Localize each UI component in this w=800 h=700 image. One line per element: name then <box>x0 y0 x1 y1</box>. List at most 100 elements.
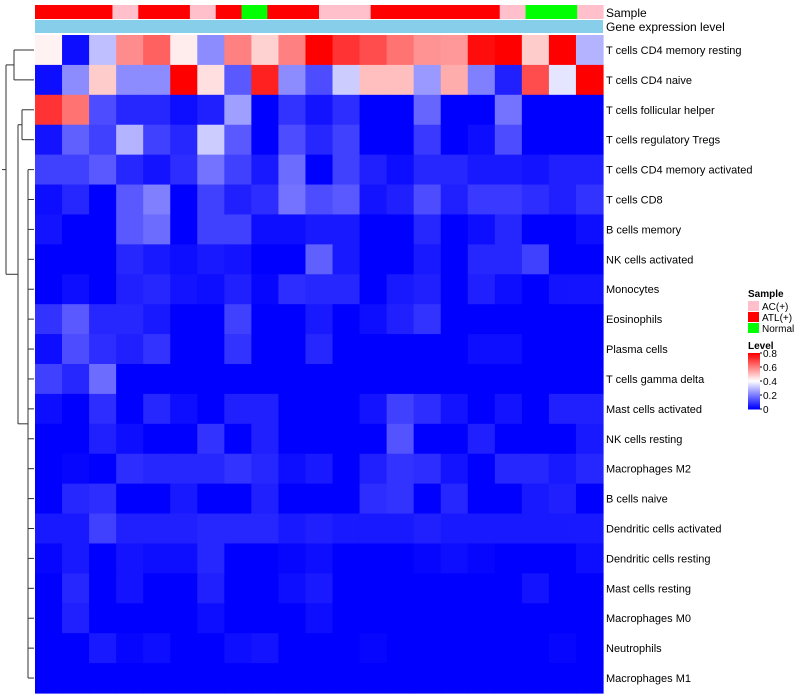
heatmap-cell <box>116 453 144 485</box>
heatmap-cell <box>521 393 550 425</box>
heatmap-cell <box>440 64 469 96</box>
heatmap-cell <box>467 304 496 335</box>
heatmap-cell <box>467 513 496 545</box>
heatmap-cell <box>521 573 550 604</box>
heatmap-cell <box>440 184 469 216</box>
heatmap-cell <box>359 543 388 574</box>
sample-legend-swatch <box>748 312 759 322</box>
heatmap-cell <box>62 35 90 66</box>
sample-legend-label: Normal <box>762 324 794 335</box>
heatmap-cell <box>278 154 307 186</box>
heatmap-cell <box>332 603 361 634</box>
level-legend-step <box>748 380 760 382</box>
heatmap-cell <box>278 334 307 365</box>
heatmap-cell <box>521 334 550 365</box>
row-label: Dendritic cells resting <box>606 553 711 565</box>
heatmap-cell <box>575 393 604 425</box>
heatmap-cell <box>521 64 550 96</box>
level-legend-step <box>748 375 760 377</box>
level-legend-step <box>748 403 760 405</box>
heatmap-cell <box>143 573 171 604</box>
heatmap-cell <box>332 304 361 335</box>
heatmap-cell <box>224 603 252 634</box>
heatmap-cell <box>413 423 442 455</box>
heatmap-cell <box>35 94 63 126</box>
heatmap-cell <box>575 633 604 664</box>
heatmap-cell <box>143 64 171 96</box>
heatmap-cell <box>359 94 388 126</box>
heatmap-cell <box>386 334 415 365</box>
level-legend-step <box>748 402 760 404</box>
heatmap-cell <box>305 513 334 545</box>
heatmap-cell <box>413 573 442 604</box>
heatmap-cell <box>278 663 307 694</box>
heatmap-cell <box>305 603 334 634</box>
heatmap-cell <box>197 35 225 66</box>
heatmap-cell <box>251 244 280 275</box>
level-legend-tick-label: 0.8 <box>763 349 777 360</box>
heatmap-cell <box>197 543 225 574</box>
heatmap-cell <box>440 633 469 664</box>
level-legend-step <box>748 360 760 362</box>
heatmap-cell <box>575 124 604 156</box>
heatmap-cell <box>521 94 550 126</box>
heatmap-cell <box>35 423 63 455</box>
heatmap-cell <box>197 64 225 96</box>
heatmap-cell <box>440 124 469 156</box>
heatmap-cell <box>386 603 415 634</box>
heatmap-cell <box>467 154 496 186</box>
heatmap-cell <box>386 244 415 275</box>
heatmap-cell <box>413 244 442 275</box>
heatmap-cell <box>251 603 280 634</box>
heatmap-cell <box>521 244 550 275</box>
heatmap-cell <box>494 633 523 664</box>
heatmap-cell <box>332 573 361 604</box>
heatmap-cell <box>89 573 117 604</box>
sample-cell <box>499 5 527 19</box>
heatmap-cell <box>332 513 361 545</box>
heatmap-cell <box>197 364 225 395</box>
heatmap-cell <box>332 483 361 515</box>
heatmap-cell <box>35 244 63 275</box>
heatmap-cell <box>521 663 550 694</box>
heatmap-cell <box>521 35 550 66</box>
row-label: NK cells resting <box>606 434 682 446</box>
sample-annotation-track <box>35 5 604 19</box>
heatmap-cell <box>143 334 171 365</box>
level-legend-step <box>748 373 760 375</box>
heatmap-cell <box>224 154 252 186</box>
heatmap-cell <box>548 603 577 634</box>
heatmap-cell <box>386 573 415 604</box>
heatmap-cell <box>332 633 361 664</box>
sample-legend-label: AC(+) <box>762 302 788 313</box>
heatmap-cell <box>467 423 496 455</box>
heatmap-cell <box>35 573 63 604</box>
heatmap-cell <box>224 663 252 694</box>
heatmap-cell <box>170 633 198 664</box>
level-legend-step <box>748 369 760 371</box>
heatmap-cell <box>170 573 198 604</box>
heatmap-cell <box>62 393 90 425</box>
heatmap-cell <box>116 423 144 455</box>
heatmap-cell <box>224 543 252 574</box>
heatmap-cell <box>386 364 415 395</box>
heatmap-cell <box>494 393 523 425</box>
heatmap-cell <box>575 603 604 634</box>
heatmap-cell <box>143 35 171 66</box>
heatmap-cell <box>251 64 280 96</box>
heatmap-cell <box>251 304 280 335</box>
gene-expression-track-label: Gene expression level <box>606 20 725 34</box>
heatmap-cell <box>170 663 198 694</box>
level-legend-step <box>748 400 760 402</box>
heatmap-cell <box>440 513 469 545</box>
heatmap-cell <box>521 274 550 305</box>
heatmap-cell <box>170 603 198 634</box>
heatmap-cell <box>386 633 415 664</box>
heatmap-cell <box>332 124 361 156</box>
heatmap-cell <box>170 423 198 455</box>
heatmap-cell <box>386 94 415 126</box>
heatmap-cell <box>521 423 550 455</box>
heatmap-cell <box>62 603 90 634</box>
heatmap-cell <box>521 483 550 515</box>
